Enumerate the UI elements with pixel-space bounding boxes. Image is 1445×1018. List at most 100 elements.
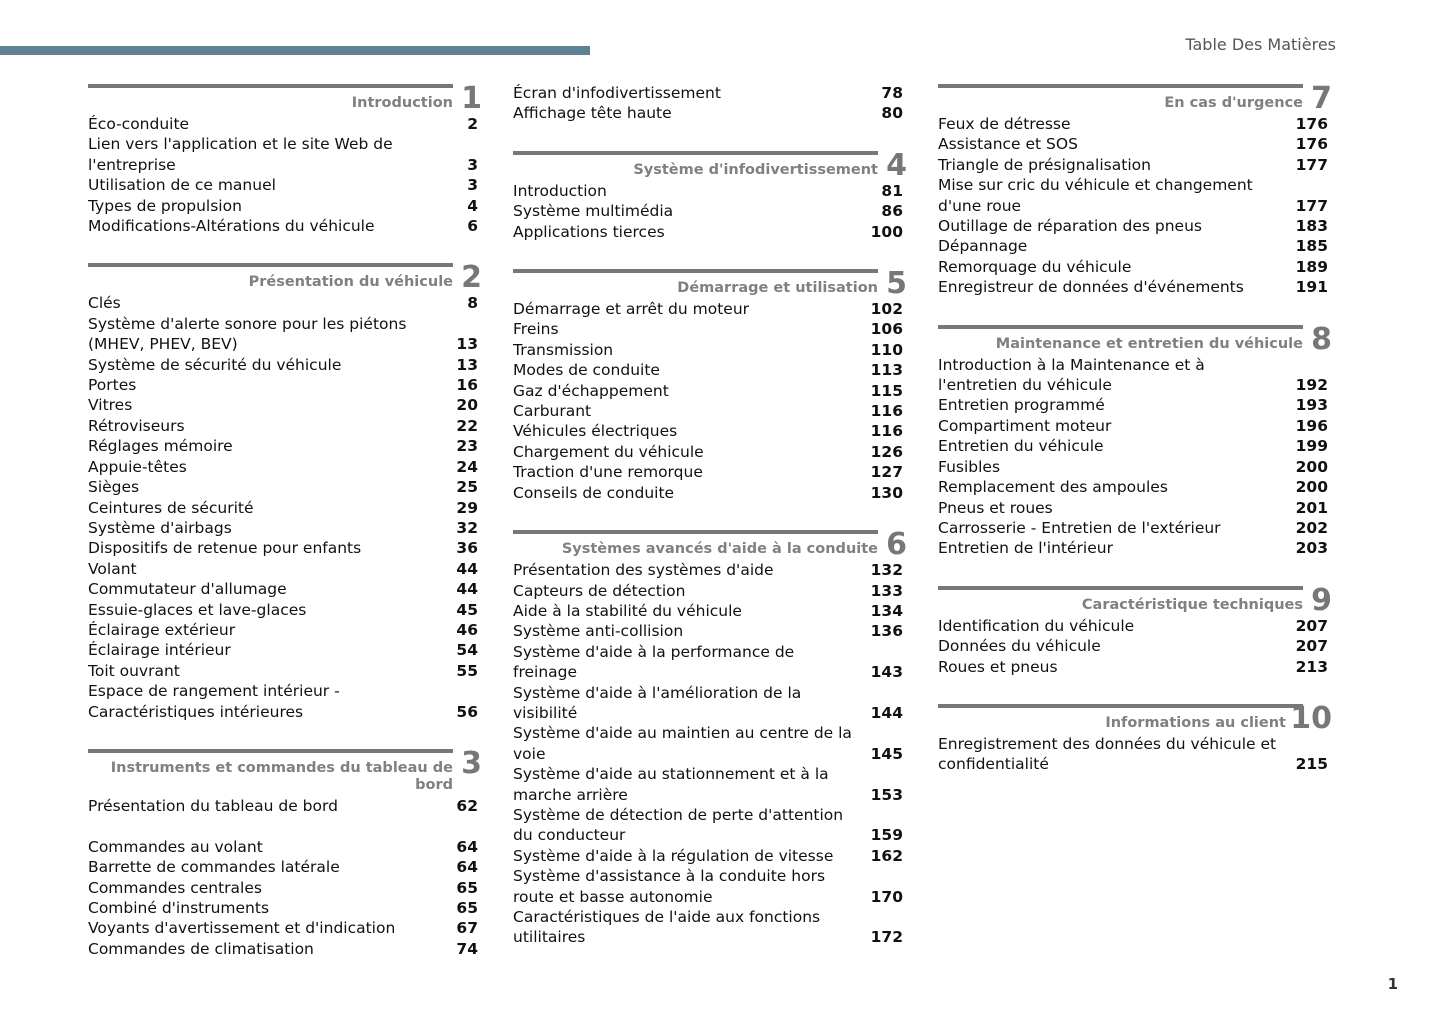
toc-entry[interactable]: Aide à la stabilité du véhicule 134 <box>513 601 903 621</box>
toc-entry[interactable]: Commutateur d'allumage 44 <box>88 579 478 599</box>
section-title[interactable]: Maintenance et entretien du véhicule <box>995 335 1303 352</box>
toc-entry[interactable]: Chargement du véhicule 126 <box>513 442 903 462</box>
toc-entry[interactable]: Pneus et roues 201 <box>938 498 1328 518</box>
toc-entry[interactable]: Mise sur cric du véhicule et changement … <box>938 175 1328 216</box>
toc-entry[interactable]: Carburant 116 <box>513 401 903 421</box>
toc-entry[interactable]: Système d'assistance à la conduite hors … <box>513 866 903 907</box>
toc-entry[interactable]: Portes 16 <box>88 375 478 395</box>
toc-entry[interactable]: Données du véhicule 207 <box>938 636 1328 656</box>
entry-title: Types de propulsion <box>88 196 242 215</box>
toc-entry[interactable]: Commandes centrales 65 <box>88 878 478 898</box>
section-title[interactable]: Systèmes avancés d'aide à la conduite <box>561 541 878 558</box>
toc-entry[interactable]: Types de propulsion 4 <box>88 196 478 216</box>
toc-entry[interactable]: Utilisation de ce manuel 3 <box>88 175 478 195</box>
section-title[interactable]: Instruments et commandes du tableau de b… <box>110 759 453 793</box>
toc-entry[interactable]: Capteurs de détection 133 <box>513 581 903 601</box>
section-number: 1 <box>461 81 482 116</box>
toc-entry[interactable]: Système d'aide à l'amélioration de la vi… <box>513 683 903 724</box>
section-title[interactable]: En cas d'urgence <box>1164 95 1303 111</box>
toc-entry[interactable]: Présentation du tableau de bord 62 <box>88 796 478 816</box>
toc-entry[interactable]: Remorquage du véhicule 189 <box>938 257 1328 277</box>
toc-entry[interactable]: Système de détection de perte d'attentio… <box>513 805 903 846</box>
toc-entry[interactable]: Introduction 81 <box>513 181 903 201</box>
toc-entry[interactable]: Écran d'infodivertissement 78 <box>513 83 903 103</box>
toc-entry[interactable]: Entretien programmé 193 <box>938 395 1328 415</box>
section-title[interactable]: Introduction <box>351 95 453 111</box>
toc-entry[interactable]: Enregistrement des données du véhicule e… <box>938 734 1328 775</box>
toc-entry[interactable]: Dépannage 185 <box>938 236 1328 256</box>
toc-entry[interactable]: Appuie-têtes 24 <box>88 457 478 477</box>
toc-entry[interactable]: Dispositifs de retenue pour enfants 36 <box>88 538 478 558</box>
toc-entry[interactable]: Conseils de conduite 130 <box>513 483 903 503</box>
toc-entry[interactable]: Outillage de réparation des pneus 183 <box>938 216 1328 236</box>
toc-entry[interactable]: Applications tierces 100 <box>513 222 903 242</box>
toc-entry[interactable]: Présentation des systèmes d'aide 132 <box>513 560 903 580</box>
toc-section: Écran d'infodivertissement 78 Affichage t… <box>513 83 903 124</box>
toc-entry[interactable]: Voyants d'avertissement et d'indication … <box>88 918 478 938</box>
toc-entry[interactable]: Système d'aide au stationnement et à la … <box>513 764 903 805</box>
toc-entry[interactable]: Transmission 110 <box>513 340 903 360</box>
toc-entry[interactable]: Feux de détresse 176 <box>938 114 1328 134</box>
toc-entry[interactable]: Système d'airbags 32 <box>88 518 478 538</box>
toc-entry[interactable]: Volant 44 <box>88 559 478 579</box>
toc-entry[interactable]: Entretien de l'intérieur 203 <box>938 538 1328 558</box>
toc-entry[interactable]: Combiné d'instruments 65 <box>88 898 478 918</box>
toc-entry[interactable]: Assistance et SOS 176 <box>938 134 1328 154</box>
toc-entry[interactable]: Roues et pneus 213 <box>938 657 1328 677</box>
toc-entry[interactable]: Modifications-Altérations du véhicule 6 <box>88 216 478 236</box>
entry-page: 207 <box>1295 616 1328 635</box>
toc-entry[interactable]: Ceintures de sécurité 29 <box>88 498 478 518</box>
entry-page: 65 <box>456 898 478 917</box>
toc-entry[interactable]: Affichage tête haute 80 <box>513 103 903 123</box>
toc-entry[interactable]: Identification du véhicule 207 <box>938 616 1328 636</box>
toc-entry[interactable]: Essuie-glaces et lave-glaces 45 <box>88 600 478 620</box>
toc-entry[interactable]: Système d'alerte sonore pour les piétons… <box>88 314 478 355</box>
section-title[interactable]: Démarrage et utilisation <box>677 280 878 297</box>
section-title[interactable]: Caractéristique techniques <box>1081 596 1303 613</box>
toc-entry[interactable]: Barrette de commandes latérale 64 <box>88 857 478 877</box>
toc-entry[interactable]: Toit ouvrant 55 <box>88 661 478 681</box>
entry-title: Écran d'infodivertissement <box>513 84 721 102</box>
toc-entry[interactable]: Système d'aide à la régulation de vitess… <box>513 846 903 866</box>
toc-entry[interactable]: Modes de conduite 113 <box>513 360 903 380</box>
entry-page: 136 <box>870 622 903 641</box>
entry-page: 200 <box>1295 457 1328 476</box>
toc-entry[interactable]: Éco-conduite 2 <box>88 114 478 134</box>
toc-entry[interactable]: Compartiment moteur 196 <box>938 416 1328 436</box>
toc-entry[interactable]: Vitres 20 <box>88 395 478 415</box>
toc-entry[interactable]: Freins 106 <box>513 319 903 339</box>
toc-entry[interactable]: Système multimédia 86 <box>513 201 903 221</box>
entry-title: Carburant <box>513 402 592 421</box>
toc-entry[interactable]: Carrosserie - Entretien de l'extérieur 2… <box>938 518 1328 538</box>
toc-entry[interactable]: Fusibles 200 <box>938 457 1328 477</box>
toc-entry[interactable]: Rétroviseurs 22 <box>88 416 478 436</box>
toc-entry[interactable]: Clés 8 <box>88 293 478 313</box>
toc-entry[interactable]: Système de sécurité du véhicule 13 <box>88 355 478 375</box>
toc-entry[interactable]: Démarrage et arrêt du moteur 102 <box>513 299 903 319</box>
toc-entry[interactable]: Gaz d'échappement 115 <box>513 381 903 401</box>
toc-entry[interactable]: Commandes au volant 64 <box>88 837 478 857</box>
toc-entry[interactable]: Triangle de présignalisation 177 <box>938 155 1328 175</box>
section-title[interactable]: Informations au client <box>1105 714 1286 731</box>
section-divider <box>938 84 1303 88</box>
toc-entry[interactable]: Entretien du véhicule 199 <box>938 436 1328 456</box>
toc-entry[interactable]: Éclairage intérieur 54 <box>88 640 478 660</box>
toc-entry[interactable]: Commandes de climatisation 74 <box>88 939 478 959</box>
section-title[interactable]: Présentation du véhicule <box>248 274 453 291</box>
toc-entry[interactable]: Éclairage extérieur 46 <box>88 620 478 640</box>
toc-entry[interactable]: Véhicules électriques 116 <box>513 421 903 441</box>
toc-entry[interactable]: Introduction à la Maintenance et à l'ent… <box>938 355 1328 396</box>
toc-entry[interactable]: Caractéristiques de l'aide aux fonctions… <box>513 907 903 948</box>
toc-entry[interactable]: Système d'aide à la performance de frein… <box>513 642 903 683</box>
toc-entry[interactable]: Réglages mémoire 23 <box>88 436 478 456</box>
entry-title: Caractéristiques de l'aide aux fonctions… <box>513 908 821 947</box>
toc-entry[interactable]: Système anti-collision 136 <box>513 621 903 641</box>
toc-entry[interactable]: Traction d'une remorque 127 <box>513 462 903 482</box>
toc-entry[interactable]: Lien vers l'application et le site Web d… <box>88 134 478 175</box>
toc-entry[interactable]: Espace de rangement intérieur - Caractér… <box>88 681 478 722</box>
toc-entry[interactable]: Sièges 25 <box>88 477 478 497</box>
toc-entry[interactable]: Enregistreur de données d'événements 191 <box>938 277 1328 297</box>
section-title[interactable]: Système d'infodivertissement <box>633 161 878 178</box>
toc-entry[interactable]: Système d'aide au maintien au centre de … <box>513 723 903 764</box>
toc-entry[interactable]: Remplacement des ampoules 200 <box>938 477 1328 497</box>
